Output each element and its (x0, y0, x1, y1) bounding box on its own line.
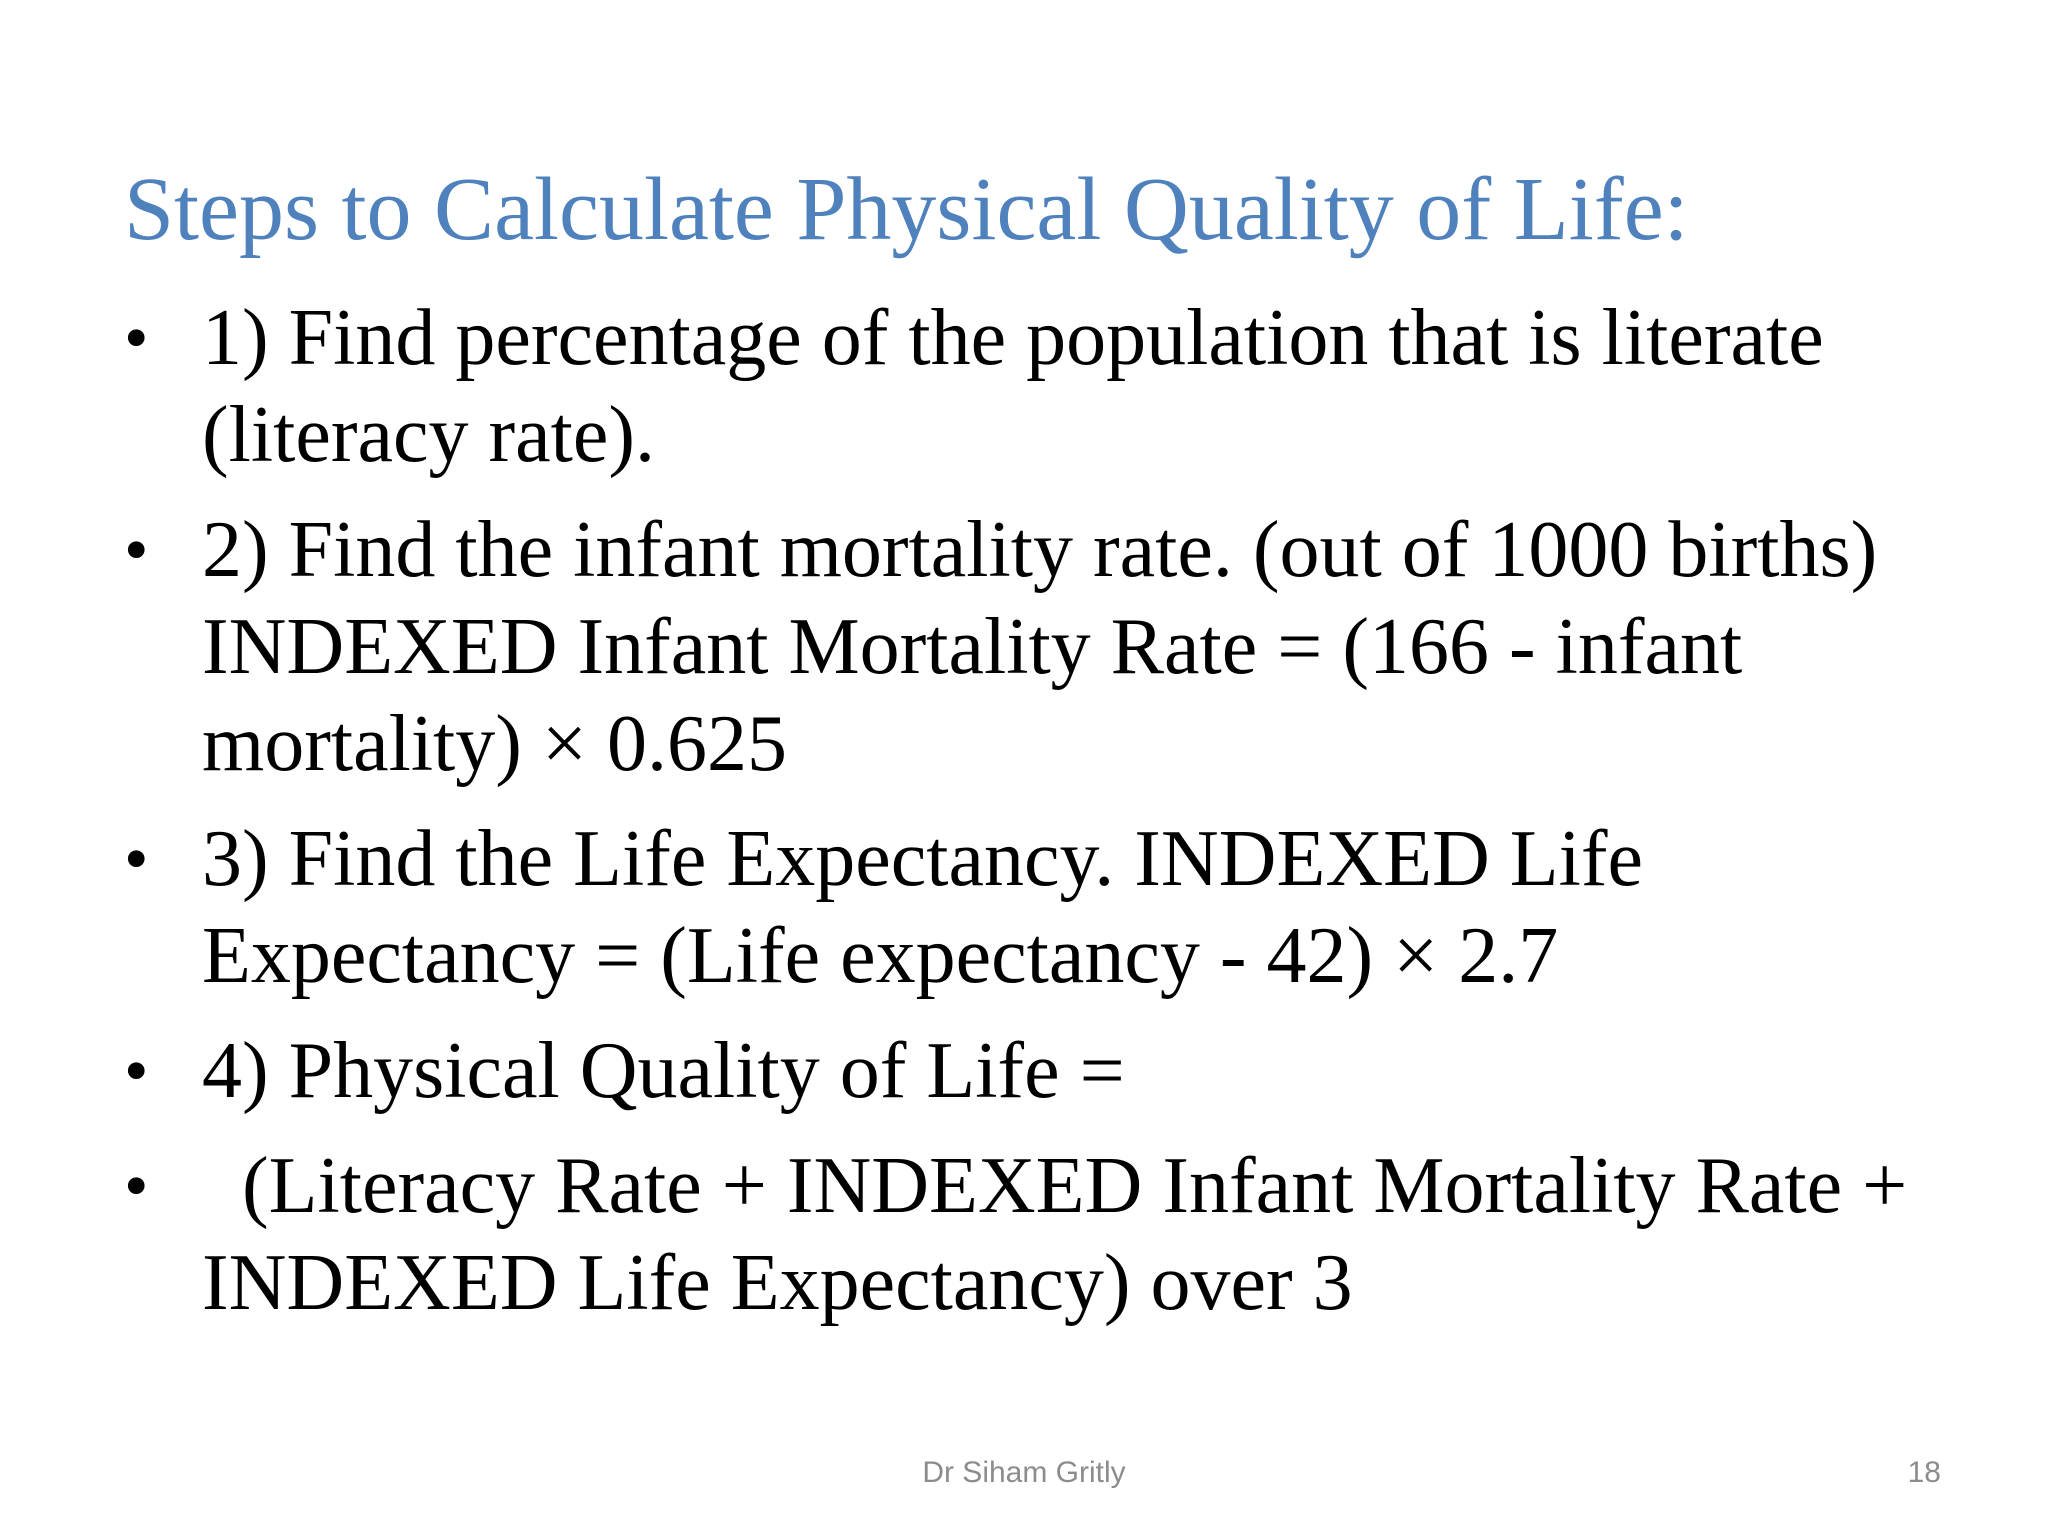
slide-title: Steps to Calculate Physical Quality of L… (124, 160, 1689, 259)
bullet-item-2: • 2) Find the infant mortality rate. (ou… (124, 502, 2004, 793)
bullet-item-1: • 1) Find percentage of the population t… (124, 290, 2004, 484)
bullet-text-line: (literacy rate). (202, 391, 656, 479)
bullet-text-line: 1) Find percentage of the population tha… (202, 294, 1824, 382)
bullet-text-line: INDEXED Life Expectancy) over 3 (202, 1239, 1353, 1327)
footer-author: Dr Siham Gritly (922, 1456, 1126, 1489)
bullet-dot: • (124, 512, 149, 589)
bullet-item-4: • 4) Physical Quality of Life = (124, 1023, 2004, 1120)
bullet-text-line: (Literacy Rate + INDEXED Infant Mortalit… (202, 1138, 2004, 1235)
bullet-dot: • (124, 300, 149, 377)
bullet-text-line: 4) Physical Quality of Life = (202, 1027, 1125, 1115)
bullet-text-line: 3) Find the Life Expectancy. INDEXED Lif… (202, 815, 1643, 903)
bullet-dot: • (124, 1033, 149, 1110)
bullet-text-line: mortality) × 0.625 (202, 700, 788, 788)
page-number: 18 (1907, 1456, 1941, 1489)
bullet-text-line: 2) Find the infant mortality rate. (out … (202, 506, 1878, 594)
bullet-dot: • (124, 1148, 149, 1225)
bullet-item-3: • 3) Find the Life Expectancy. INDEXED L… (124, 811, 2004, 1005)
bullet-text-segment: (Literacy Rate + INDEXED Infant Mortalit… (242, 1142, 1908, 1230)
bullet-text-line: Expectancy = (Life expectancy - 42) × 2.… (202, 912, 1559, 1000)
bullet-item-5: • (Literacy Rate + INDEXED Infant Mortal… (124, 1138, 2004, 1332)
bullet-dot: • (124, 821, 149, 898)
bullet-list: • 1) Find percentage of the population t… (124, 290, 2004, 1350)
bullet-text-line: INDEXED Infant Mortality Rate = (166 - i… (202, 603, 1743, 691)
